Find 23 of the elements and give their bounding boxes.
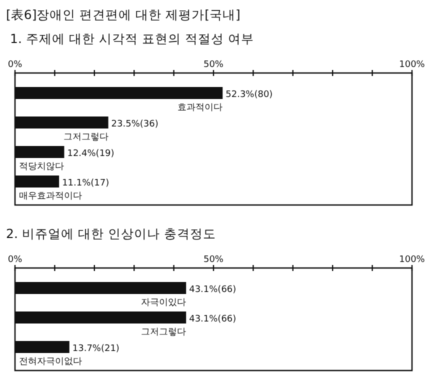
chart-title: [表6]장애인 편견편에 대한 제평가[국내] <box>6 7 240 22</box>
x-tick-label: 50% <box>203 255 224 265</box>
y-tick-label: 효과적이다 <box>178 103 223 113</box>
y-tick-label: 전혀자극이없다 <box>19 357 82 367</box>
chart-subtitle: 1. 주제에 대한 시각적 표현의 적절성 여부 <box>10 31 254 46</box>
x-tick-label: 50% <box>203 60 224 70</box>
x-tick-label: 100% <box>399 60 426 70</box>
x-tick-label: 0% <box>8 255 23 265</box>
data-label: 11.1%(17) <box>62 178 110 188</box>
y-tick-label: 매우효과적이다 <box>19 192 82 202</box>
data-label: 23.5%(36) <box>111 120 158 130</box>
y-tick-label: 적당치않다 <box>19 162 64 172</box>
chart-title: 2. 비쥬얼에 대한 인상이나 충격정도 <box>6 226 216 241</box>
data-label: 52.3%(80) <box>226 90 273 100</box>
data-label: 43.1%(66) <box>189 285 236 295</box>
y-tick-label: 자극이있다 <box>141 298 186 308</box>
data-label: 12.4%(19) <box>67 149 114 159</box>
data-label: 13.7%(21) <box>72 344 120 354</box>
y-tick-label: 그저그렇다 <box>63 132 108 142</box>
data-label: 43.1%(66) <box>189 314 236 324</box>
x-tick-label: 100% <box>399 255 426 265</box>
y-tick-label: 그저그렇다 <box>141 328 186 338</box>
x-tick-label: 0% <box>8 60 23 70</box>
